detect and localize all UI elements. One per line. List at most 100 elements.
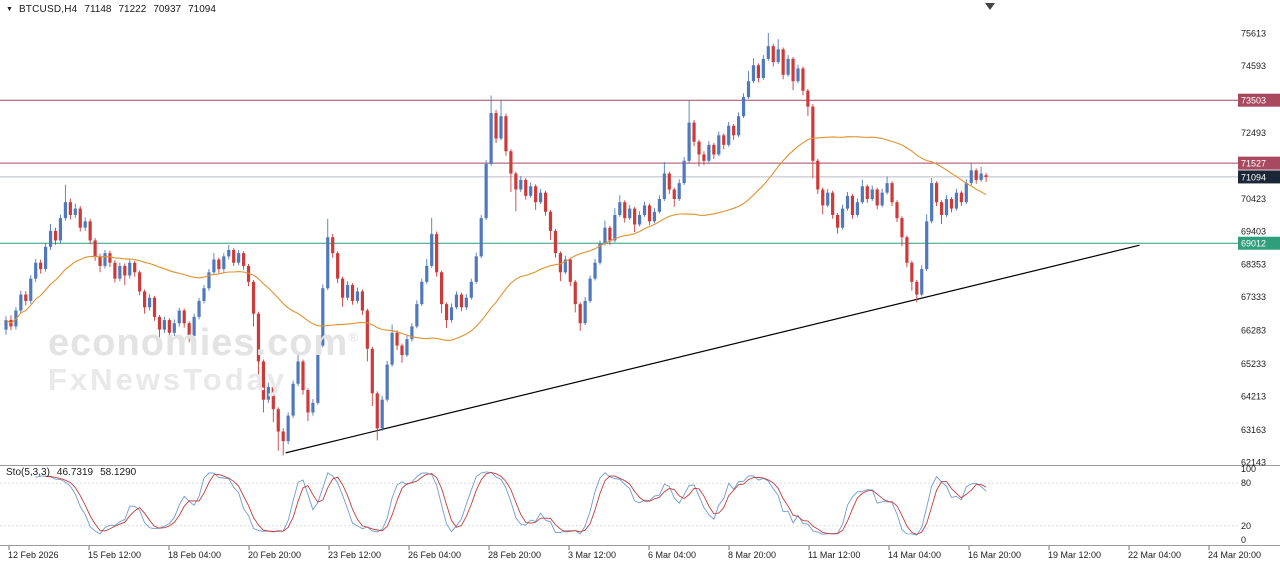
chart-header: ▼ BTCUSD,H4 71148 71222 70937 71094 [6, 4, 216, 15]
candle-body-up [316, 345, 320, 403]
candle-body-up [885, 183, 889, 193]
candle-body-down [336, 253, 340, 279]
stochastic-d-line [45, 472, 987, 535]
time-axis-label: 14 Mar 04:00 [888, 550, 941, 560]
candle-body-down [256, 313, 261, 362]
candle-body-down [157, 316, 162, 330]
candle-body-up [469, 281, 473, 298]
candle-body-up [539, 192, 543, 203]
candle-body-down [400, 345, 404, 356]
candle-body-up [29, 278, 33, 301]
price-axis-label: 70423 [1241, 194, 1266, 204]
stochastic-axis-label: 20 [1241, 521, 1251, 531]
candle-body-up [410, 326, 414, 340]
candle-body-up [291, 383, 295, 416]
candle-body-down [39, 262, 43, 270]
candle-body-up [969, 170, 973, 184]
candle-body-up [172, 323, 176, 333]
candle-body-down [974, 170, 978, 180]
chart-shift-marker[interactable] [985, 3, 995, 10]
candle-body-up [563, 259, 567, 273]
candle-body-down [444, 304, 449, 321]
candle-body-up [761, 58, 765, 79]
candle-body-down [301, 361, 305, 391]
candle-body-up [192, 316, 196, 336]
candle-body-up [83, 221, 87, 228]
candle-body-up [266, 386, 270, 400]
price-axis-label: 67333 [1241, 292, 1266, 302]
time-axis-label: 20 Feb 20:00 [248, 550, 301, 560]
candle-body-down [568, 259, 572, 282]
candle-body-down [360, 291, 364, 311]
candle-body-down [647, 205, 652, 222]
candle-body-up [484, 163, 488, 219]
chart-symbol-timeframe: BTCUSD,H4 [18, 4, 78, 15]
candle-body-down [756, 65, 760, 79]
candle-body-down [801, 68, 805, 91]
time-axis[interactable]: 12 Feb 2026 15 Feb 12:00 18 Feb 04:00 20 Fe… [8, 546, 1261, 560]
candle-body-down [271, 386, 275, 410]
candle-body-down [865, 186, 869, 200]
stochastic-axis-label: 100 [1241, 464, 1256, 474]
candle-body-down [123, 265, 127, 276]
candle-body-up [845, 195, 850, 209]
candle-body-up [177, 310, 181, 324]
candle-body-down [440, 272, 444, 305]
candle-body-down [341, 278, 345, 298]
candle-body-down [905, 237, 909, 263]
price-axis-label: 63163 [1241, 425, 1266, 435]
candle-body-down [261, 361, 265, 400]
candle-body-down [78, 208, 82, 228]
symbol-dropdown-icon[interactable]: ▼ [6, 6, 13, 13]
candle-body-up [207, 272, 211, 289]
candle-body-down [939, 202, 944, 215]
candle-body-down [251, 281, 256, 314]
candle-body-up [727, 125, 731, 145]
candle-body-down [375, 393, 379, 429]
ascending-trendline[interactable] [285, 244, 1140, 454]
candle-body-down [781, 49, 785, 75]
candle-body-down [935, 183, 939, 203]
time-axis-label: 8 Mar 20:00 [728, 550, 776, 560]
candle-body-down [182, 310, 186, 324]
candle-body-up [751, 65, 756, 82]
candle-body-down [504, 116, 508, 152]
time-axis-label: 28 Feb 20:00 [488, 550, 541, 560]
quote-close: 71094 [188, 4, 216, 15]
candle-body-up [796, 68, 800, 82]
candle-body-up [345, 285, 350, 298]
candle-body-up [48, 230, 53, 247]
candle-body-down [281, 431, 285, 442]
time-axis-label: 3 Mar 12:00 [568, 550, 616, 560]
candle-body-down [232, 249, 236, 263]
price-axis-label: 64213 [1241, 392, 1266, 402]
candle-body-up [58, 218, 63, 241]
candle-body-down [697, 141, 701, 155]
candle-body-down [217, 259, 221, 270]
candle-body-up [860, 186, 864, 203]
candle-body-up [286, 415, 290, 442]
time-axis-label: 12 Feb 2026 [8, 550, 59, 560]
candle-body-up [826, 192, 830, 206]
stochastic-axis-label: 80 [1241, 478, 1251, 488]
indicator-label: Sto(5,3,3) 46.7319 58.1290 [6, 467, 136, 478]
candle-body-down [246, 265, 251, 282]
price-axis[interactable]: 75613 74593 73503 72493 71527 71094 70423 69403… [1238, 29, 1280, 468]
candle-body-up [598, 243, 602, 263]
candle-body-down [821, 189, 825, 206]
candle-body-down [836, 214, 840, 228]
candle-body-down [365, 310, 369, 349]
candle-body-up [147, 297, 152, 308]
candle-body-up [618, 202, 622, 215]
candle-body-up [944, 199, 949, 215]
candle-body-down [816, 160, 820, 190]
time-axis-label: 23 Feb 12:00 [328, 550, 381, 560]
candle-body-down [514, 173, 518, 190]
candle-body-up [737, 116, 741, 136]
candle-body-up [776, 49, 780, 63]
price-badge-label: 71094 [1241, 172, 1266, 182]
candle-body-down [890, 183, 894, 203]
candle-body-down [370, 348, 374, 394]
